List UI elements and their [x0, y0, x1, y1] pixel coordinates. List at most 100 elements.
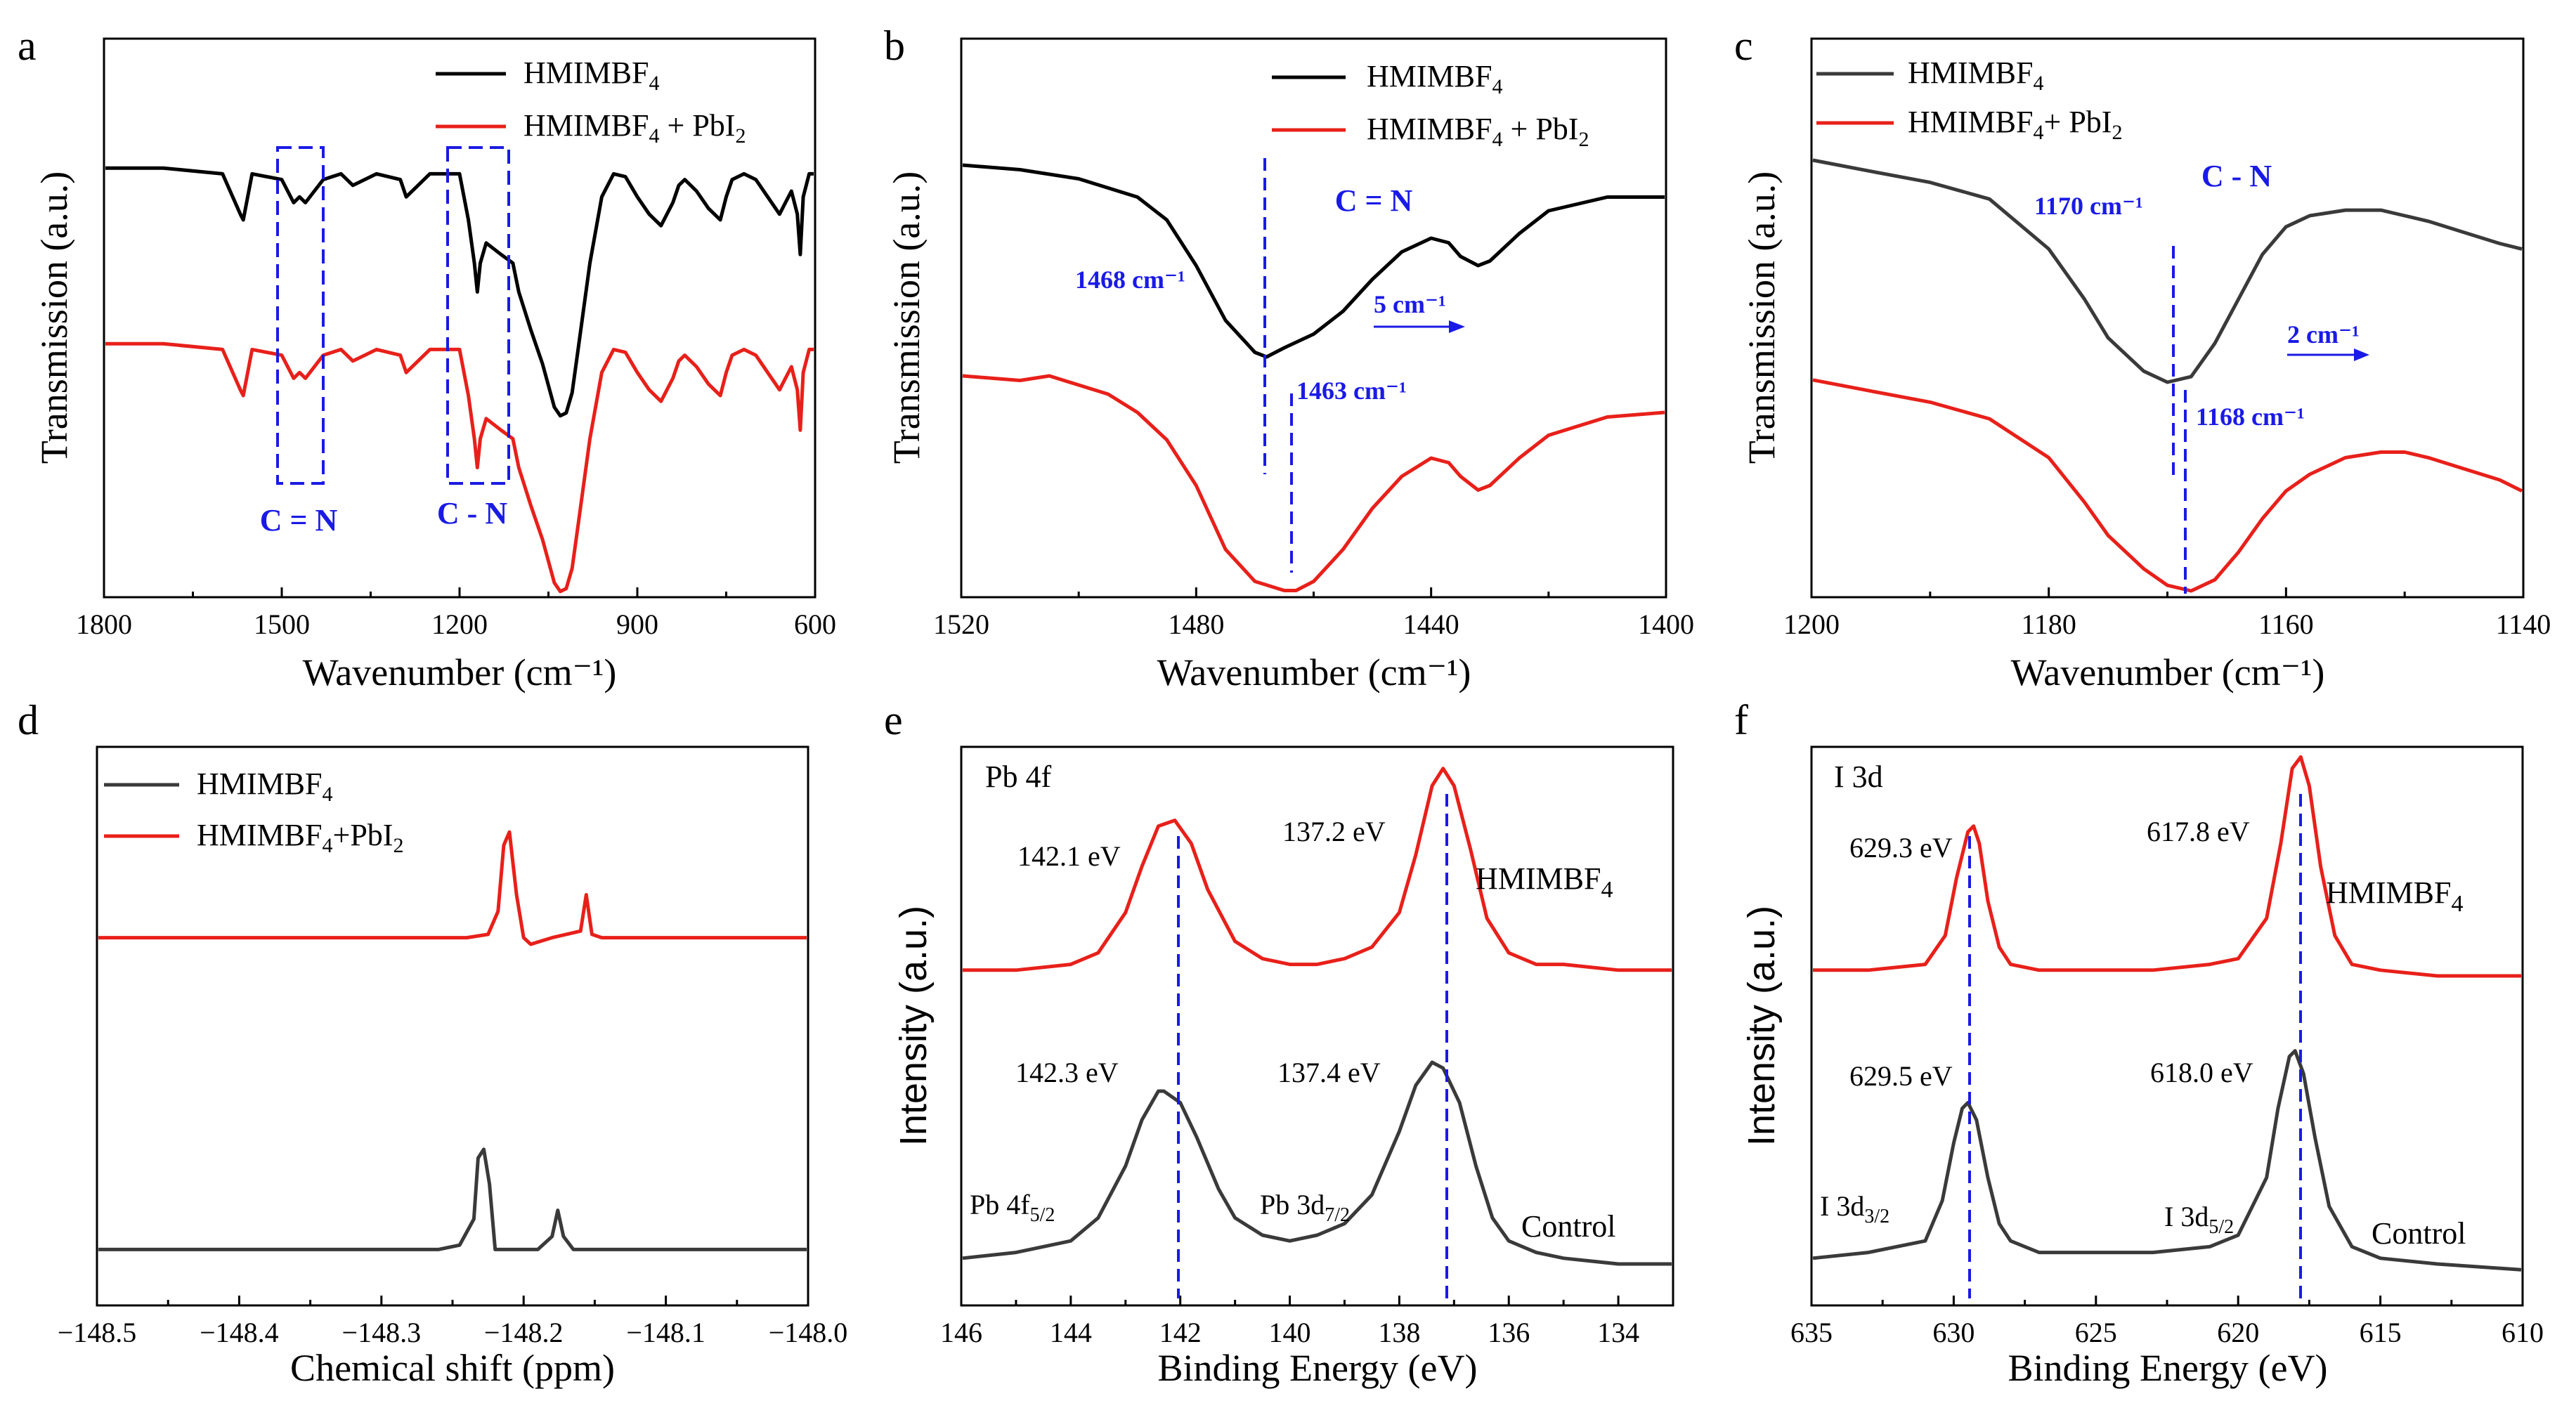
panel-f-title: I 3d — [1834, 760, 1883, 794]
xtick-label: 615 — [2360, 1317, 2402, 1348]
xtick-label: −148.2 — [484, 1317, 564, 1348]
xtick-label: 136 — [1488, 1317, 1530, 1348]
panel-f-label-6180: 618.0 eV — [2150, 1057, 2253, 1088]
xtick-label: −148.1 — [626, 1317, 705, 1348]
xtick-label: 900 — [616, 608, 658, 640]
panel-f: f 635 630 625 620 615 610 Intensity (a.u.) Bi… — [1734, 697, 2544, 1389]
panel-c-label-shift: 2 cm⁻¹ — [2287, 320, 2360, 348]
panel-e: e 146 144 142 140 138 136 134 Intensity (a.u.)… — [884, 697, 1674, 1389]
panel-a-ylabel: Transmission (a.u.) — [33, 171, 75, 464]
panel-b-shift-arrowhead — [1449, 320, 1465, 333]
panel-e-label-1374: 137.4 eV — [1277, 1057, 1381, 1088]
panel-c-label-1168: 1168 cm⁻¹ — [2196, 403, 2305, 431]
panel-c-series — [1812, 158, 2523, 593]
panel-b-label-shift: 5 cm⁻¹ — [1374, 290, 1446, 318]
panel-e-xlabel: Binding Energy (eV) — [1158, 1347, 1478, 1389]
panel-c-ylabel: Transmission (a.u.) — [1741, 171, 1783, 464]
panel-e-title: Pb 4f — [985, 760, 1051, 794]
panel-c-tag: c — [1734, 22, 1753, 69]
panel-f-series — [1812, 755, 2522, 1272]
series-line-first — [963, 767, 1672, 972]
panel-f-label-i3d32: I 3d3/2 — [1820, 1190, 1889, 1227]
series-line-second — [98, 830, 807, 946]
xtick-label: 140 — [1269, 1317, 1311, 1348]
xtick-label: −148.4 — [200, 1317, 279, 1348]
panel-c-legend-1: HMIMBF4 — [1908, 56, 2044, 95]
panel-a: a 1800 1500 1200 900 600 Transmission (a.u.)… — [18, 22, 836, 693]
series-line-first — [105, 166, 814, 418]
series-line-second — [962, 1060, 1672, 1266]
panel-d-legend-1: HMIMBF4 — [197, 767, 333, 806]
panel-a-legend-1: HMIMBF4 — [523, 56, 660, 95]
xtick-label: 146 — [940, 1317, 982, 1348]
panel-b-series — [962, 163, 1665, 592]
xtick-label: 1200 — [431, 608, 488, 640]
xtick-label: 635 — [1790, 1317, 1833, 1348]
xtick-label: 1520 — [933, 608, 989, 640]
xtick-label: −148.0 — [769, 1317, 848, 1348]
panel-c: c 1200 1180 1160 1140 Transmission (a.u.) W… — [1734, 22, 2551, 693]
panel-a-label-cn-single: C - N — [437, 496, 507, 530]
panel-a-box-cn-single — [446, 146, 510, 485]
xtick-label: 1440 — [1403, 608, 1459, 640]
panel-f-label-hmim: HMIMBF4 — [2326, 875, 2464, 917]
panel-f-label-6295: 629.5 eV — [1849, 1060, 1953, 1092]
panel-b-xticks: 1520 1480 1440 1400 — [933, 587, 1694, 640]
panel-e-label-hmim: HMIMBF4 — [1476, 861, 1613, 903]
xtick-label: 630 — [1932, 1317, 1975, 1348]
xtick-label: 134 — [1597, 1317, 1639, 1348]
panel-d-xlabel: Chemical shift (ppm) — [290, 1347, 615, 1389]
panel-f-tag: f — [1734, 697, 1748, 743]
panel-d-series — [98, 830, 807, 1251]
panel-e-label-1423: 142.3 eV — [1015, 1057, 1119, 1088]
xtick-label: 1500 — [254, 608, 310, 640]
panel-f-label-i3d52: I 3d5/2 — [2164, 1201, 2234, 1238]
panel-b-label-cn: C = N — [1335, 183, 1413, 218]
panel-c-label-1170: 1170 cm⁻¹ — [2034, 192, 2143, 220]
panel-b-tag: b — [884, 22, 905, 69]
panel-b-legend-2: HMIMBF4 + PbI2 — [1367, 112, 1589, 151]
series-line-second — [1812, 378, 2523, 593]
xtick-label: 1800 — [76, 608, 132, 640]
panel-f-xlabel: Binding Energy (eV) — [2008, 1347, 2328, 1389]
panel-d-tag: d — [18, 697, 39, 743]
panel-a-tag: a — [18, 22, 37, 69]
panel-e-label-pb4f: Pb 4f5/2 — [970, 1189, 1055, 1226]
xtick-label: 1160 — [2258, 608, 2314, 640]
panel-b-label-1463: 1463 cm⁻¹ — [1296, 377, 1407, 405]
series-line-second — [962, 374, 1665, 592]
panel-b-legend-1: HMIMBF4 — [1367, 59, 1503, 98]
panel-e-tag: e — [884, 697, 903, 743]
panel-b: b 1520 1480 1440 1400 Transmission (a.u.) W… — [884, 22, 1694, 693]
panel-e-label-1421: 142.1 eV — [1017, 840, 1121, 872]
panel-f-ylabel: Intensity (a.u.) — [1741, 906, 1783, 1146]
panel-a-legend-2: HMIMBF4 + PbI2 — [523, 108, 746, 148]
panel-c-shift-arrowhead — [2354, 348, 2369, 361]
panel-c-xticks: 1200 1180 1160 1140 — [1783, 587, 2551, 640]
panel-f-xticks: 635 630 625 620 615 610 — [1790, 1296, 2544, 1348]
panel-e-frame — [960, 745, 1674, 1307]
panel-e-ylabel: Intensity (a.u.) — [892, 906, 935, 1146]
series-line-first — [98, 1147, 807, 1251]
panel-f-label-6293: 629.3 eV — [1849, 832, 1953, 863]
panel-c-xlabel: Wavenumber (cm⁻¹) — [2011, 651, 2325, 693]
xtick-label: 142 — [1159, 1317, 1202, 1348]
xtick-label: 1200 — [1783, 608, 1840, 640]
xtick-label: −148.5 — [58, 1317, 137, 1348]
series-line-second — [105, 341, 814, 594]
xtick-label: 1140 — [2496, 608, 2551, 640]
xtick-label: 1480 — [1168, 608, 1224, 640]
panel-a-xlabel: Wavenumber (cm⁻¹) — [303, 651, 617, 693]
panel-e-series — [962, 767, 1672, 1266]
panel-d-xticks: −148.5 −148.4 −148.3 −148.2 −148.1 −148.0 — [58, 1296, 848, 1348]
panel-a-label-cn-double: C = N — [260, 503, 338, 537]
panel-b-xlabel: Wavenumber (cm⁻¹) — [1157, 651, 1471, 693]
series-line-first — [1812, 158, 2523, 384]
series-line-second — [1812, 1049, 2522, 1272]
panel-e-label-1372: 137.2 eV — [1282, 816, 1386, 847]
panel-a-xticks: 1800 1500 1200 900 600 — [76, 587, 836, 640]
panel-e-xticks: 146 144 142 140 138 136 134 — [940, 1296, 1639, 1348]
panel-a-box-cn-double — [276, 146, 325, 485]
panel-b-label-1468: 1468 cm⁻¹ — [1075, 266, 1185, 294]
